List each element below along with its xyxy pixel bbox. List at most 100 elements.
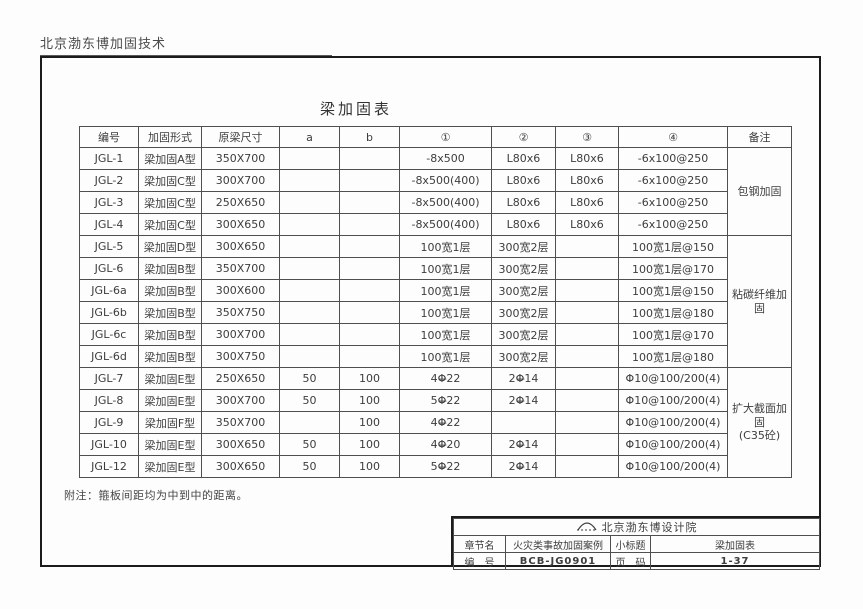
table-cell: Φ10@100/200(4) bbox=[618, 367, 728, 390]
table-row: JGL-1 梁加固A型 350X700 -8x500 L80x6 L80x6 -6x100@… bbox=[79, 147, 792, 236]
table-cell: 梁加固B型 bbox=[138, 301, 202, 324]
table-cell: -8x500 bbox=[399, 147, 492, 170]
table-cell: 300X600 bbox=[201, 279, 280, 302]
table-cell: JGL-6d bbox=[79, 345, 139, 368]
table-row: JGL-4 梁加固C型 300X650 -8x500(400) L80x6 L80x6 -6… bbox=[79, 213, 792, 236]
table-cell bbox=[555, 257, 619, 280]
table-cell bbox=[279, 411, 340, 434]
table-cell: 300X700 bbox=[201, 389, 280, 412]
column-header: ① bbox=[399, 126, 492, 148]
table-cell bbox=[279, 301, 340, 324]
table-row: JGL-8 梁加固E型 300X700 50 100 5Φ̶22 2Φ̶14 Φ10@100/… bbox=[79, 389, 792, 412]
table-cell: JGL-8 bbox=[79, 389, 139, 412]
table-cell: 100宽1层@150 bbox=[618, 235, 728, 258]
table-cell: 100宽1层 bbox=[399, 345, 492, 368]
column-header: 加固形式 bbox=[138, 126, 202, 148]
remark-cell: 扩大截面加固 (C35砼) bbox=[727, 367, 792, 478]
table-cell: -6x100@250 bbox=[618, 147, 728, 170]
table-cell: 100宽1层 bbox=[399, 257, 492, 280]
table-cell: 100宽1层 bbox=[399, 279, 492, 302]
table-cell bbox=[555, 345, 619, 368]
table-row: JGL-3 梁加固C型 250X650 -8x500(400) L80x6 L80x6 -6… bbox=[79, 191, 792, 214]
table-cell: L80x6 bbox=[491, 191, 556, 214]
table-cell: 2Φ̶14 bbox=[491, 455, 556, 478]
table-cell: Φ10@100/200(4) bbox=[618, 433, 728, 456]
table-cell: -8x500(400) bbox=[399, 169, 492, 192]
table-cell: 梁加固B型 bbox=[138, 323, 202, 346]
page-value: 1-37 bbox=[650, 552, 820, 570]
table-cell: 100宽1层 bbox=[399, 235, 492, 258]
table-cell: 100 bbox=[339, 411, 400, 434]
table-cell: JGL-4 bbox=[79, 213, 139, 236]
table-cell: 4Φ̶20 bbox=[399, 433, 492, 456]
table-cell bbox=[339, 147, 400, 170]
table-cell: 300X750 bbox=[201, 345, 280, 368]
table-cell: 300X700 bbox=[201, 323, 280, 346]
table-cell: JGL-10 bbox=[79, 433, 139, 456]
table-cell: L80x6 bbox=[491, 147, 556, 170]
table-cell bbox=[555, 235, 619, 258]
table-cell: 350X750 bbox=[201, 301, 280, 324]
table-cell: L80x6 bbox=[555, 213, 619, 236]
table-cell bbox=[555, 389, 619, 412]
table-cell: JGL-7 bbox=[79, 367, 139, 390]
table-cell bbox=[339, 213, 400, 236]
table-cell bbox=[279, 191, 340, 214]
table-cell bbox=[555, 455, 619, 478]
table-cell: 300X650 bbox=[201, 213, 280, 236]
table-cell bbox=[555, 411, 619, 434]
table-row: JGL-2 梁加固C型 300X700 -8x500(400) L80x6 L80x6 -6… bbox=[79, 169, 792, 192]
table-cell: 5Φ̶22 bbox=[399, 455, 492, 478]
table-cell: 2Φ̶14 bbox=[491, 433, 556, 456]
table-cell: JGL-3 bbox=[79, 191, 139, 214]
table-cell: -6x100@250 bbox=[618, 169, 728, 192]
table-cell bbox=[339, 301, 400, 324]
table-cell: 100宽1层@150 bbox=[618, 279, 728, 302]
table-cell bbox=[339, 345, 400, 368]
table-cell: 梁加固B型 bbox=[138, 345, 202, 368]
remark-cell: 粘碳纤维加固 bbox=[727, 235, 792, 368]
column-header: ③ bbox=[555, 126, 619, 148]
table-cell: 梁加固C型 bbox=[138, 191, 202, 214]
number-value: BCB-JG0901 bbox=[505, 552, 611, 570]
table-cell: L80x6 bbox=[555, 191, 619, 214]
table-cell: JGL-6b bbox=[79, 301, 139, 324]
table-cell: 50 bbox=[279, 367, 340, 390]
table-cell bbox=[279, 235, 340, 258]
table-row: JGL-9 梁加固F型 350X700 100 4Φ̶22 Φ10@100/200(4) bbox=[79, 411, 792, 434]
table-cell bbox=[279, 169, 340, 192]
table-cell bbox=[555, 433, 619, 456]
table-title: 梁加固表 bbox=[320, 100, 393, 118]
table-cell: 梁加固C型 bbox=[138, 213, 202, 236]
table-cell: 100 bbox=[339, 455, 400, 478]
table-cell: JGL-12 bbox=[79, 455, 139, 478]
table-cell: 300宽2层 bbox=[491, 279, 556, 302]
table-row: JGL-6b 梁加固B型 350X750 100宽1层 300宽2层 100宽1层@180 bbox=[79, 301, 792, 324]
table-cell: 梁加固E型 bbox=[138, 367, 202, 390]
table-cell: JGL-6 bbox=[79, 257, 139, 280]
table-cell bbox=[279, 279, 340, 302]
table-header-row: 编号 加固形式 原梁尺寸 a b ① ② ③ ④ 备注 bbox=[79, 126, 792, 148]
subtitle-label: 小标题 bbox=[610, 535, 651, 553]
table-row: JGL-5 梁加固D型 300X650 100宽1层 300宽2层 100宽1层@150 粘… bbox=[79, 235, 792, 368]
table-cell bbox=[279, 147, 340, 170]
table-row: JGL-6a 梁加固B型 300X600 100宽1层 300宽2层 100宽1层@150 bbox=[79, 279, 792, 302]
table-cell: 50 bbox=[279, 433, 340, 456]
table-cell bbox=[279, 213, 340, 236]
table-row: JGL-12 梁加固E型 300X650 50 100 5Φ̶22 2Φ̶14 Φ10@100… bbox=[79, 455, 792, 478]
column-header: a bbox=[279, 126, 340, 148]
design-institute-logo-icon bbox=[576, 522, 597, 531]
table-cell: JGL-6c bbox=[79, 323, 139, 346]
table-cell bbox=[339, 191, 400, 214]
table-cell: 250X650 bbox=[201, 367, 280, 390]
table-row: JGL-6c 梁加固B型 300X700 100宽1层 300宽2层 100宽1层@170 bbox=[79, 323, 792, 346]
page-label: 页 码 bbox=[610, 552, 651, 570]
title-block: 北京渤东博设计院 章节名 火灾类事故加固案例 小标题 梁加固表 编 号 BCB-… bbox=[451, 516, 821, 570]
table-cell: 300宽2层 bbox=[491, 301, 556, 324]
column-header: b bbox=[339, 126, 400, 148]
table-cell: L80x6 bbox=[555, 169, 619, 192]
table-cell bbox=[279, 323, 340, 346]
table-cell: 梁加固A型 bbox=[138, 147, 202, 170]
table-cell: 100宽1层 bbox=[399, 301, 492, 324]
table-cell: 100宽1层 bbox=[399, 323, 492, 346]
